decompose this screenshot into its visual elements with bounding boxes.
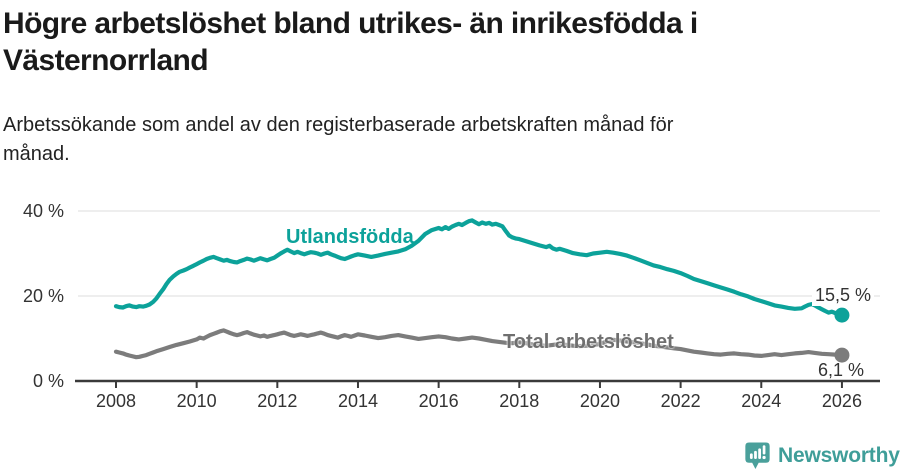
subtitle-line-1: Arbetssökande som andel av den registerb… xyxy=(3,114,674,136)
series-label-utlandsfodda: Utlandsfödda xyxy=(286,226,414,248)
x-axis-tick-label: 2012 xyxy=(257,391,298,411)
y-axis-tick-label: 0 % xyxy=(32,371,64,391)
end-value-label-utlandsfodda: 15,5 % xyxy=(812,285,875,306)
y-axis-tick-label: 20 % xyxy=(22,286,64,306)
x-axis-tick-label: 2008 xyxy=(95,391,137,411)
end-value-label-total: 6,1 % xyxy=(818,360,865,380)
x-axis-tick-label: 2018 xyxy=(499,391,540,411)
line-utlandsf-dda xyxy=(113,218,845,318)
series-label-total-arbetsloshet: Total arbetslöshet xyxy=(503,331,674,353)
x-axis-tick-label: 2020 xyxy=(579,391,620,411)
end-dot-total-arbetsl-shet xyxy=(834,347,850,363)
title-line-2: Västernorrland xyxy=(3,44,209,77)
x-axis-tick-label: 2014 xyxy=(337,391,378,411)
subtitle-line-2: månad. xyxy=(3,143,70,165)
x-axis-tick-label: 2016 xyxy=(418,391,459,411)
page-title: Högre arbetslöshet bland utrikes- än inr… xyxy=(3,5,698,79)
title-line-1: Högre arbetslöshet bland utrikes- än inr… xyxy=(3,7,698,40)
brand-name: Newsworthy xyxy=(778,444,900,467)
y-axis-tick-label: 40 % xyxy=(22,201,64,221)
x-axis-tick-label: 2022 xyxy=(660,391,701,411)
x-axis-tick-label: 2026 xyxy=(821,391,862,411)
newsworthy-logo: Newsworthy xyxy=(744,441,900,471)
bar-chart-speech-bubble-icon xyxy=(745,442,770,470)
end-dot-utlandsf-dda xyxy=(834,307,850,323)
x-axis-tick-label: 2010 xyxy=(176,391,217,411)
chart-subtitle: Arbetssökande som andel av den registerb… xyxy=(3,111,673,169)
line-total-arbetsl-shet xyxy=(113,328,845,360)
x-axis-tick-label: 2024 xyxy=(741,391,782,411)
